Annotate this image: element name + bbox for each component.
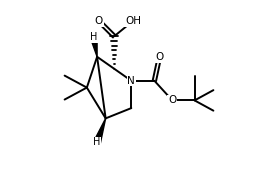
Polygon shape	[90, 37, 97, 57]
Text: O: O	[155, 52, 164, 62]
Text: H: H	[90, 32, 97, 42]
Text: O: O	[95, 16, 103, 26]
Polygon shape	[94, 118, 106, 143]
Text: OH: OH	[125, 16, 141, 26]
Text: N: N	[127, 76, 135, 86]
Text: H: H	[93, 137, 101, 147]
Text: O: O	[168, 95, 177, 105]
